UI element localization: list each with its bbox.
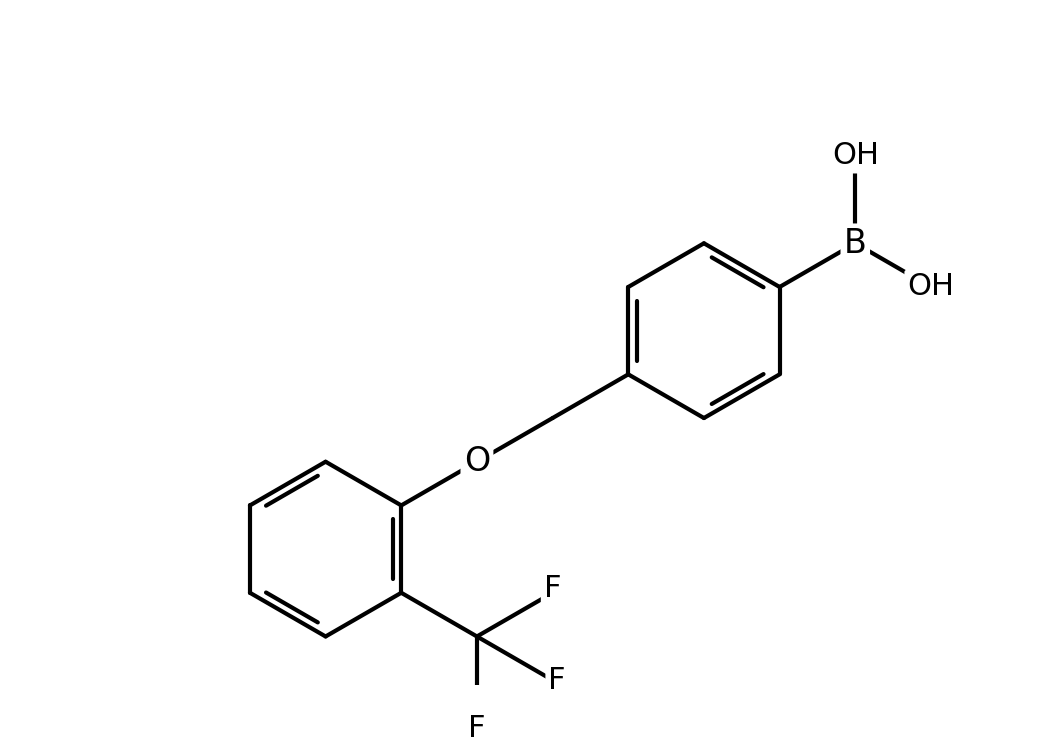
Text: OH: OH: [908, 272, 955, 301]
Text: B: B: [843, 226, 866, 260]
Text: F: F: [468, 714, 486, 740]
Text: O: O: [464, 445, 490, 478]
Text: F: F: [544, 574, 562, 602]
Text: F: F: [548, 666, 566, 695]
Text: OH: OH: [832, 141, 879, 170]
